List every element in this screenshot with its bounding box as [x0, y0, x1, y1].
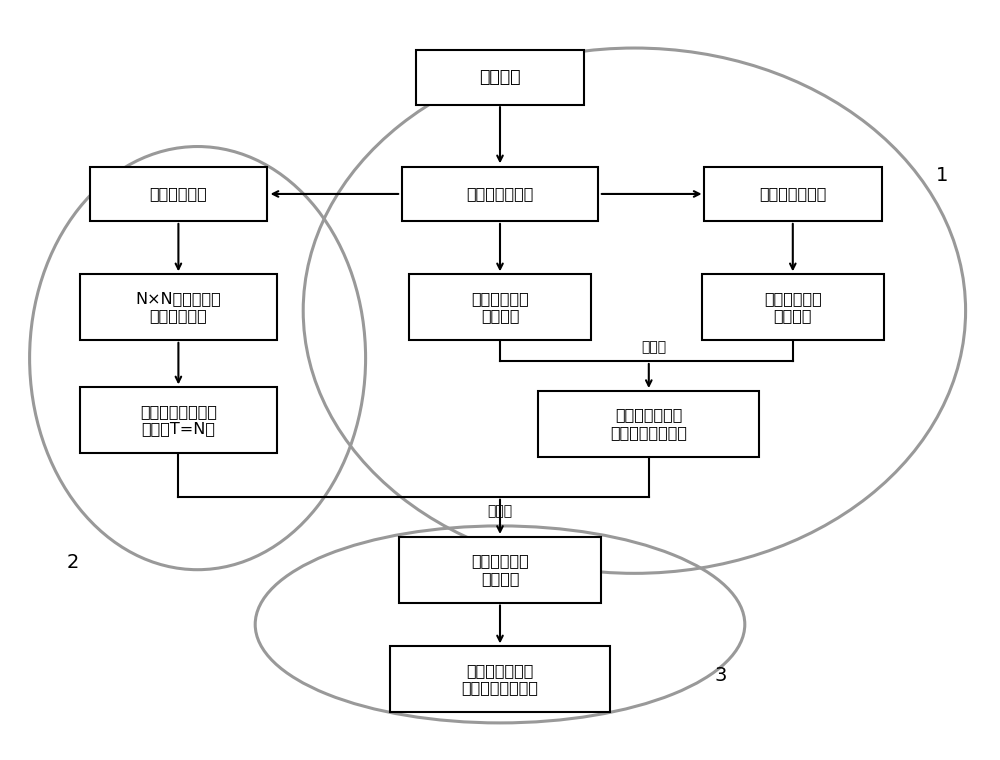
Text: 修正双局部方差
车队斑块检测结果: 修正双局部方差 车队斑块检测结果	[610, 407, 687, 440]
Text: 转换后的灰度图: 转换后的灰度图	[466, 186, 534, 201]
FancyBboxPatch shape	[402, 166, 598, 221]
Text: 边缘检测结果: 边缘检测结果	[150, 186, 207, 201]
FancyBboxPatch shape	[390, 646, 610, 712]
FancyBboxPatch shape	[702, 274, 884, 340]
Text: 逻辑与: 逻辑与	[487, 505, 513, 518]
FancyBboxPatch shape	[416, 50, 584, 105]
Text: 形态学滤波后的
车队斑块检测结果: 形态学滤波后的 车队斑块检测结果	[462, 663, 538, 695]
Text: 2: 2	[67, 553, 79, 572]
FancyBboxPatch shape	[538, 391, 759, 457]
Text: 二值化后的边缘强
度图（T=N）: 二值化后的边缘强 度图（T=N）	[140, 404, 217, 436]
FancyBboxPatch shape	[80, 274, 277, 340]
Text: 3: 3	[715, 666, 727, 685]
FancyBboxPatch shape	[80, 388, 277, 453]
FancyBboxPatch shape	[704, 166, 882, 221]
FancyBboxPatch shape	[399, 537, 601, 603]
Text: 1: 1	[935, 166, 948, 185]
Text: 取补后的灰度图: 取补后的灰度图	[759, 186, 826, 201]
Text: 修正局部方差
检测结果: 修正局部方差 检测结果	[471, 553, 529, 586]
FancyBboxPatch shape	[409, 274, 591, 340]
FancyBboxPatch shape	[90, 166, 267, 221]
Text: N×N求和滤波后
的边缘强度图: N×N求和滤波后 的边缘强度图	[136, 291, 221, 323]
Text: 逻辑或: 逻辑或	[641, 340, 666, 354]
Text: 待检图像: 待检图像	[479, 68, 521, 86]
Text: 修正局部方差
检测结果: 修正局部方差 检测结果	[471, 291, 529, 323]
Text: 修正局部方差
检测结果: 修正局部方差 检测结果	[764, 291, 822, 323]
